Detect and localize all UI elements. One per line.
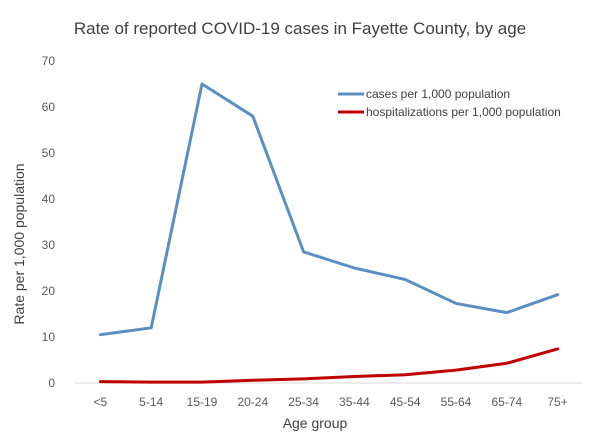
- x-tick-label: 20-24: [237, 395, 268, 409]
- y-tick-label: 20: [42, 284, 56, 298]
- legend-label: hospitalizations per 1,000 population: [366, 105, 561, 119]
- x-tick-label: 35-44: [339, 395, 370, 409]
- y-tick-label: 40: [42, 192, 56, 206]
- series-group: [98, 82, 560, 384]
- chart-title: Rate of reported COVID-19 cases in Fayet…: [74, 19, 526, 38]
- x-tick-label: 75+: [547, 395, 567, 409]
- series-line-hospitalizations: [98, 347, 560, 384]
- y-axis-label: Rate per 1,000 population: [11, 163, 27, 324]
- x-tick-label: <5: [94, 395, 108, 409]
- y-axis-ticks: 0 10 20 30 40 50 60 70: [42, 54, 56, 390]
- x-tick-label: 55-64: [441, 395, 472, 409]
- y-tick-label: 30: [42, 238, 56, 252]
- y-tick-label: 0: [48, 376, 55, 390]
- x-tick-label: 45-54: [390, 395, 421, 409]
- x-axis-label: Age group: [283, 415, 348, 431]
- series-line-cases: [98, 82, 560, 337]
- x-tick-label: 15-19: [187, 395, 218, 409]
- x-tick-label: 25-34: [288, 395, 319, 409]
- legend-label: cases per 1,000 population: [366, 87, 510, 101]
- legend: cases per 1,000 population hospitalizatio…: [338, 87, 561, 119]
- y-tick-label: 60: [42, 100, 56, 114]
- y-tick-label: 50: [42, 146, 56, 160]
- x-tick-label: 5-14: [139, 395, 163, 409]
- x-axis-ticks: <5 5-14 15-19 20-24 25-34 35-44 45-54 55-64 65-7…: [94, 395, 568, 409]
- x-tick-label: 65-74: [491, 395, 522, 409]
- y-tick-label: 10: [42, 330, 56, 344]
- y-tick-label: 70: [42, 54, 56, 68]
